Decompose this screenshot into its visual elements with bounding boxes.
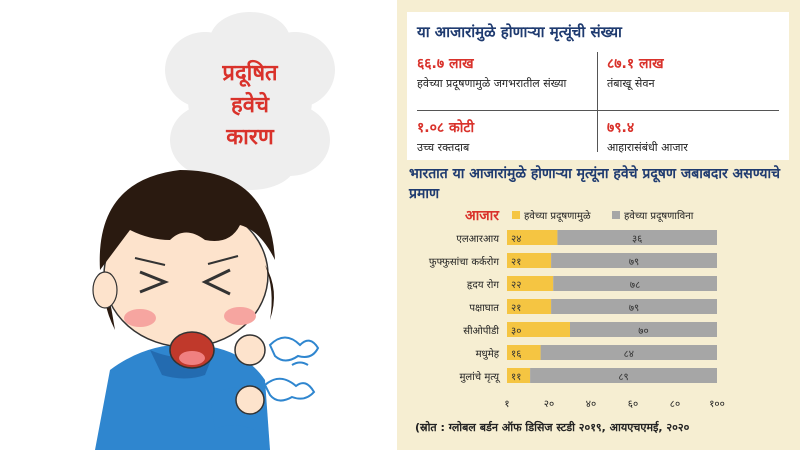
stat-tobacco: ८७.१ लाख तंबाखू सेवन	[607, 54, 787, 91]
cloud-line-3: कारण	[225, 125, 275, 150]
legend-label: हवेच्या प्रदूषणामुळे	[524, 210, 591, 222]
boy	[92, 170, 275, 450]
stat-air-pollution: ६६.७ लाख हवेच्या प्रदूषणामुळे जगभरातील स…	[417, 54, 597, 91]
stat-value: ७९.४	[607, 120, 635, 136]
bar-segment	[553, 276, 717, 291]
data-label: २१	[511, 257, 521, 268]
data-label: ११	[511, 372, 521, 383]
x-tick-label: २०	[544, 399, 554, 410]
category-label: मुलांचे मृत्यू	[459, 371, 501, 383]
data-label: २१	[511, 303, 521, 314]
illustration: प्रदूषित हवेचे कारण	[0, 0, 380, 450]
bar-segment	[507, 276, 554, 291]
legend-swatch	[612, 211, 620, 219]
deaths-box-title: या आजारांमुळे होणाऱ्या मृत्यूंची संख्या	[417, 23, 622, 41]
stat-diet: ७९.४ आहारासंबंधी आजार	[607, 118, 787, 155]
data-label: ७९	[629, 303, 639, 314]
data-label: ८४	[624, 349, 634, 360]
x-tick-label: ८०	[670, 399, 680, 410]
legend-label: हवेच्या प्रदूषणाविना	[624, 210, 694, 222]
chart-subtitle: भारतात या आजारांमुळे होणाऱ्या मृत्यूंना …	[409, 166, 780, 202]
data-label: ३०	[511, 326, 521, 337]
bar-segment	[507, 322, 570, 337]
divider-horizontal	[417, 110, 779, 111]
bar-segment	[507, 253, 552, 268]
category-label: हृदय रोग	[467, 279, 499, 291]
category-label: एलआरआय	[456, 234, 499, 245]
bar-segment	[507, 345, 541, 360]
cloud-line-2: हवेचे	[230, 91, 270, 118]
bar-segment	[507, 230, 558, 245]
stat-label: उच्च रक्तदाब	[417, 141, 470, 154]
stat-label: हवेच्या प्रदूषणामुळे जगभरातील संख्या	[417, 77, 567, 90]
bar-segment	[530, 368, 717, 383]
x-tick-label: ६०	[628, 399, 638, 410]
bar-segment	[557, 230, 717, 245]
category-label: मधुमेह	[476, 348, 500, 360]
source-note: (स्रोत : ग्लोबल बर्डन ऑफ डिसिज स्टडी २०१…	[415, 421, 690, 434]
stat-value: ६६.७ लाख	[417, 56, 474, 72]
data-label: ७९	[629, 257, 639, 268]
category-label: पक्षाघात	[469, 303, 499, 314]
divider-vertical	[597, 52, 598, 152]
data-label: ८९	[618, 372, 628, 383]
x-tick-label: १००	[709, 399, 725, 410]
data-label: ७०	[638, 326, 648, 337]
stacked-bar-chart: आजार हवेच्या प्रदूषणामुळे हवेच्या प्रदूषणा…	[429, 208, 725, 410]
infographic-panel: या आजारांमुळे होणाऱ्या मृत्यूंची संख्या …	[397, 0, 800, 450]
deaths-box: या आजारांमुळे होणाऱ्या मृत्यूंची संख्या …	[407, 12, 789, 160]
bar-segment	[540, 345, 717, 360]
data-label: २४	[511, 234, 521, 245]
category-label: सीओपीडी	[463, 325, 499, 337]
bar-segment	[551, 253, 717, 268]
x-tick-label: १	[504, 399, 509, 410]
data-label: ३६	[632, 234, 642, 245]
data-label: २२	[511, 280, 521, 291]
bar-segment	[507, 299, 552, 314]
category-label: फुफ्फुसांचा कर्करोग	[429, 256, 499, 268]
data-label: ७८	[630, 280, 640, 291]
category-header: आजार	[465, 208, 500, 224]
bar-segment	[551, 299, 717, 314]
cough-puff	[263, 336, 320, 402]
stat-blood-pressure: १.०८ कोटी उच्च रक्तदाब	[417, 118, 597, 155]
bar-segment	[507, 368, 531, 383]
cloud-line-1: प्रदूषित	[221, 59, 279, 88]
stat-value: १.०८ कोटी	[417, 120, 475, 136]
stat-label: आहारासंबंधी आजार	[607, 141, 688, 154]
data-label: १६	[511, 349, 521, 360]
legend-swatch	[512, 211, 520, 219]
coughing-boy-illustration: प्रदूषित हवेचे कारण	[92, 12, 335, 450]
stat-value: ८७.१ लाख	[607, 56, 664, 72]
bar-segment	[570, 322, 717, 337]
x-tick-label: ४०	[586, 399, 596, 410]
stat-label: तंबाखू सेवन	[607, 77, 655, 90]
